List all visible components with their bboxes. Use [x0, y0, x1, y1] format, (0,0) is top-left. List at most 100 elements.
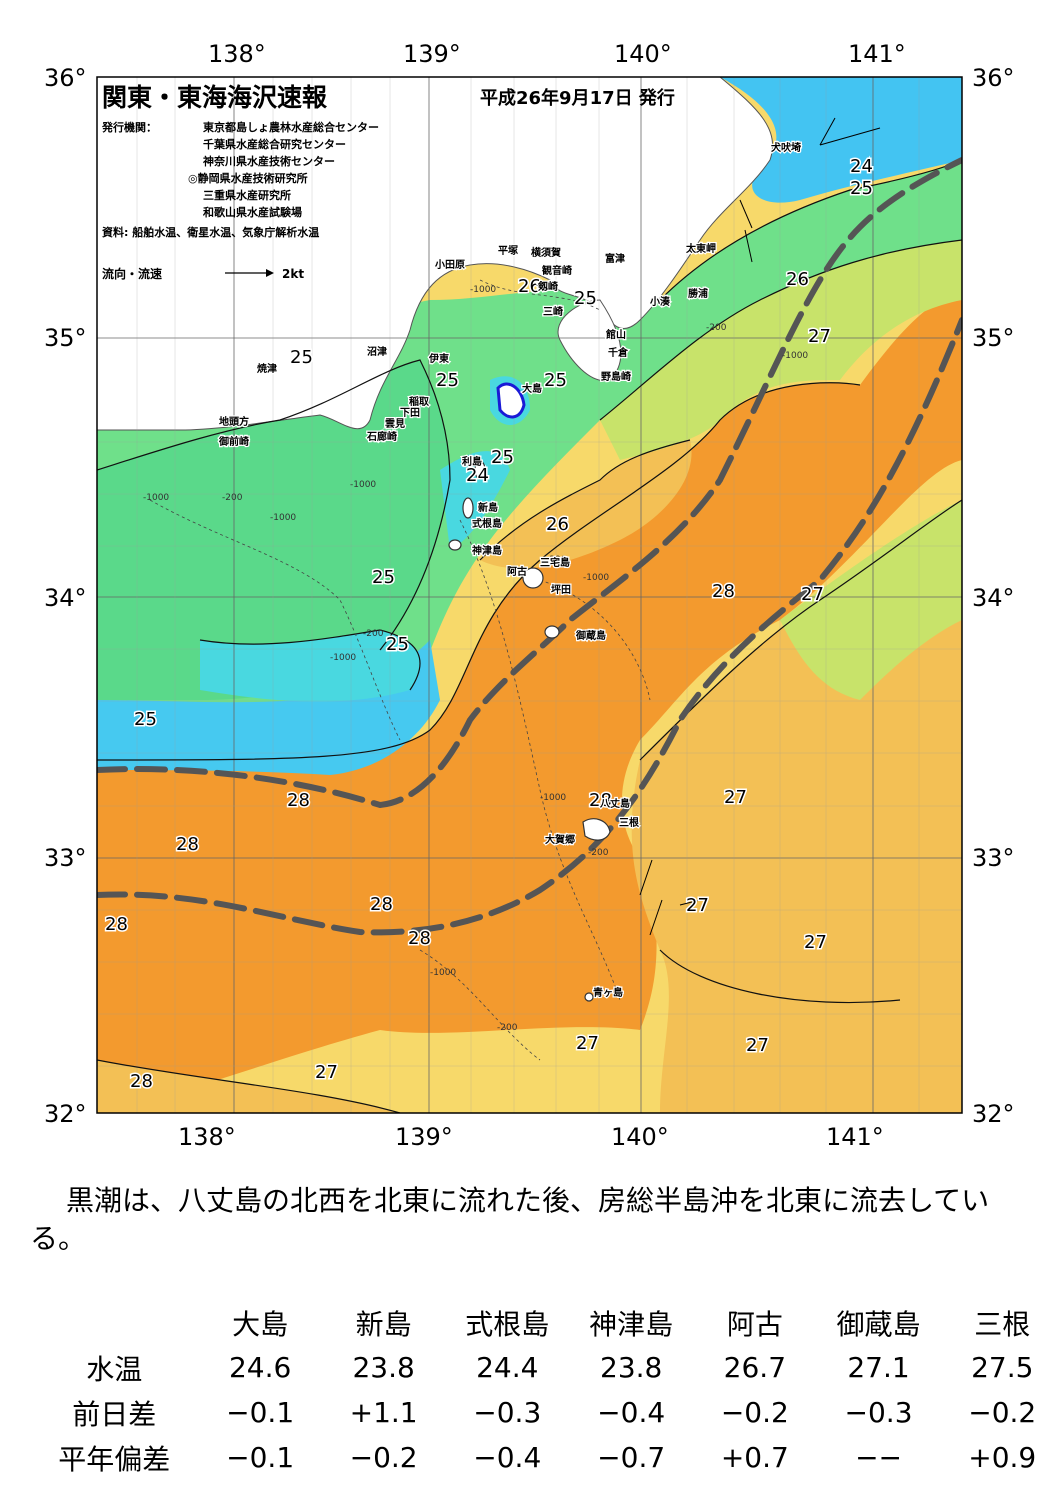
isotherm-label: 25: [574, 288, 597, 309]
place-name: 地頭方: [219, 415, 249, 428]
flow-legend-label: 流向・流速: [102, 266, 162, 281]
table-cell: −0.1: [226, 1396, 295, 1429]
depth-label: -200: [546, 555, 567, 565]
depth-label: -1000: [430, 968, 456, 978]
toshima-island: [474, 460, 486, 480]
table-cell: −0.7: [597, 1441, 666, 1474]
row-label: 前日差: [72, 1397, 157, 1431]
table-cell: 26.7: [723, 1351, 787, 1384]
depth-label: -1000: [350, 480, 376, 490]
place-name: 平塚: [498, 244, 518, 257]
place-name: 三根: [619, 816, 639, 829]
place-name: 雲見: [385, 418, 405, 430]
place-name: 剱崎: [537, 280, 558, 293]
issuer-name: 東京都島しょ農林水産総合センター: [203, 120, 379, 134]
oshima-island: [496, 382, 526, 419]
depth-label: -1000: [540, 793, 566, 803]
lat-label: 33°: [972, 844, 1015, 872]
table-cell: −0.3: [473, 1396, 542, 1429]
islands: [448, 382, 611, 1002]
table-cell: 24.6: [228, 1351, 292, 1384]
depth-label: -1000: [583, 573, 609, 583]
depth-label: -1000: [270, 513, 296, 523]
isotherm-label: 24: [466, 465, 489, 486]
issuer-name: 三重県水産研究所: [203, 188, 291, 202]
lon-label: 139°: [395, 1123, 453, 1151]
table-cell: 27.1: [847, 1351, 910, 1384]
table-cell: 27.5: [971, 1351, 1034, 1384]
isotherm-label: 27: [801, 584, 824, 605]
table-cell: 24.4: [476, 1351, 539, 1384]
place-name: 石廊崎: [366, 430, 397, 443]
island-temperature-table: 大島 新島 式根島 神津島 阿古 御蔵島 三根 水温 24.6 23.8 24.…: [30, 1300, 1064, 1480]
depth-label: -200: [363, 629, 384, 639]
lat-label: 35°: [972, 324, 1015, 352]
lat-label: 36°: [972, 64, 1015, 92]
miyakejima-island: [522, 567, 544, 589]
isotherm-label: 27: [686, 895, 709, 916]
place-name: 焼津: [257, 362, 277, 375]
depth-label: -200: [222, 493, 243, 503]
row-label: 平年偏差: [58, 1442, 171, 1476]
place-name: 新島: [478, 501, 498, 514]
depth-label: -200: [497, 1023, 518, 1033]
isotherm-label: 24: [850, 156, 873, 177]
issuer-name: 神奈川県水産技術センター: [203, 154, 335, 168]
place-name: 勝浦: [688, 287, 708, 300]
lon-label: 138°: [208, 40, 266, 68]
lon-label: 140°: [611, 1123, 669, 1151]
depth-label: -1000: [143, 493, 169, 503]
isotherm-label: 28: [408, 928, 431, 949]
lat-label: 34°: [972, 584, 1015, 612]
issuer-name: 千葉県水産総合研究センター: [203, 137, 346, 151]
mikurajima-island: [544, 625, 560, 639]
issuer-name: 和歌山県水産試験場: [203, 205, 302, 219]
isotherm-label: 27: [808, 326, 831, 347]
table-corner: [30, 1300, 198, 1345]
table-row: 平年偏差 −0.1 −0.2 −0.4 −0.7 +0.7 −− +0.9: [30, 1435, 1064, 1480]
lat-label: 33°: [44, 844, 87, 872]
table-cell: 23.8: [352, 1351, 415, 1384]
table-cell: −0.2: [720, 1396, 789, 1429]
place-name: 館山: [605, 328, 626, 341]
isotherm-label: 28: [176, 834, 199, 855]
issuer-label: 発行機関：: [101, 120, 157, 134]
table-cell: 23.8: [600, 1351, 663, 1384]
axis-labels: 138° 139° 140° 141° 138° 139° 140° 141° …: [44, 40, 1015, 1151]
place-name: 三崎: [543, 305, 563, 318]
place-name: 坪田: [551, 583, 571, 596]
place-name: 沼津: [367, 345, 387, 358]
table-cell: −0.2: [349, 1441, 418, 1474]
depth-contours: [149, 279, 651, 1061]
place-name: 利島: [462, 455, 482, 468]
place-name: 大島: [522, 382, 542, 395]
column-header: 御蔵島: [836, 1307, 921, 1341]
isotherm-label: 25: [134, 709, 157, 730]
isotherm-label: 28: [589, 790, 612, 811]
column-header: 三根: [974, 1307, 1031, 1341]
isotherm-label: 28: [130, 1071, 153, 1092]
flow-legend-unit: 2kt: [282, 267, 304, 281]
map-header: 関東・東海海沢速報 平成26年9月17日 発行 発行機関： 東京都島しょ農林水産…: [101, 83, 675, 281]
table-cell: −0.4: [473, 1441, 542, 1474]
data-source: 資料: 船舶水温、衛星水温、気象庁解析水温: [102, 225, 319, 239]
place-names: 犬吠埼 太東岬 勝浦 小湊 富津 横須賀 平塚 観音崎 剱崎 三崎 小田原 館山…: [217, 140, 803, 1001]
sea-temperature-map: 138° 139° 140° 141° 138° 139° 140° 141° …: [44, 40, 1015, 1151]
isotherm-label: 27: [724, 787, 747, 808]
place-name: 稲取: [409, 395, 430, 408]
place-name: 阿古: [507, 565, 527, 578]
table-cell: −0.3: [844, 1396, 913, 1429]
row-label: 水温: [86, 1352, 143, 1386]
lat-label: 36°: [44, 64, 87, 92]
isotherm-label: 28: [712, 581, 735, 602]
isotherm-label: 26: [546, 514, 569, 535]
lat-label: 34°: [44, 584, 87, 612]
lat-label: 32°: [972, 1100, 1015, 1128]
place-name: 小湊: [649, 295, 671, 308]
place-name: 太東岬: [685, 242, 716, 255]
place-name: 小田原: [434, 258, 465, 271]
lon-label: 140°: [614, 40, 672, 68]
isotherm-label: 25: [544, 370, 567, 391]
summary-text: 黒潮は、八丈島の北西を北東に流れた後、房総半島沖を北東に流去している。: [30, 1184, 990, 1255]
temperature-fill: [97, 77, 962, 1113]
